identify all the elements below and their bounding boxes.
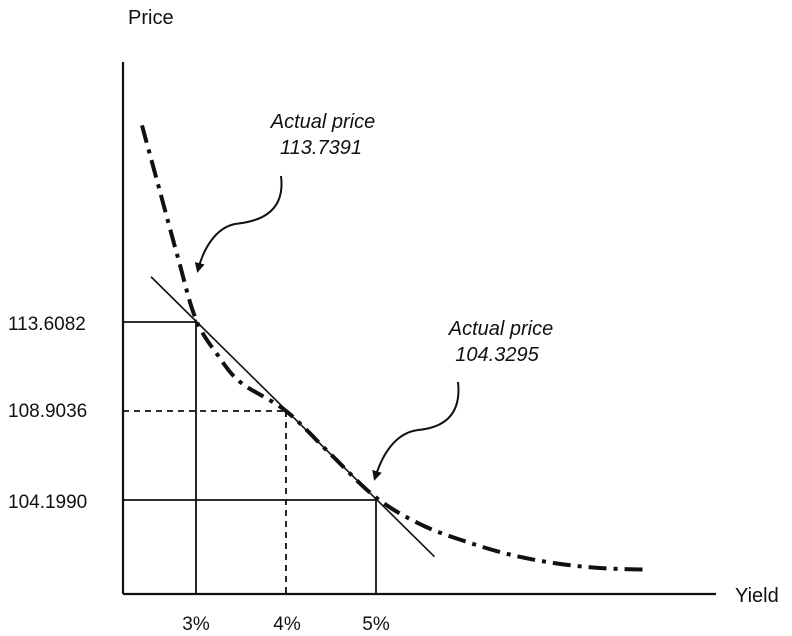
x-tick-label: 3% [182, 614, 210, 635]
annotation-arrow [194, 175, 283, 273]
guide-lines [123, 319, 377, 594]
annotation-label: Actual price [448, 318, 554, 340]
annotation-label: Actual price [270, 111, 376, 133]
annotation-arrow [372, 381, 460, 481]
x-axis-title: Yield [735, 585, 779, 607]
series-group [140, 124, 647, 572]
price-yield-curve [140, 124, 647, 572]
y-tick-label: 108.9036 [8, 401, 87, 422]
annotations: Actual price 113.7391 Actual price 104.3… [194, 111, 554, 481]
annotation-value: 104.3295 [455, 344, 539, 366]
tick-labels: 113.6082 108.9036 104.1990 3% 4% 5% [8, 314, 390, 635]
annotation-value: 113.7391 [280, 137, 362, 159]
y-tick-label: 104.1990 [8, 492, 87, 513]
axes: Price Yield [121, 7, 779, 607]
tangent-line [150, 276, 436, 558]
x-tick-label: 5% [362, 614, 390, 635]
x-tick-label: 4% [273, 614, 301, 635]
y-axis-title: Price [128, 7, 174, 29]
y-tick-label: 113.6082 [8, 314, 86, 335]
